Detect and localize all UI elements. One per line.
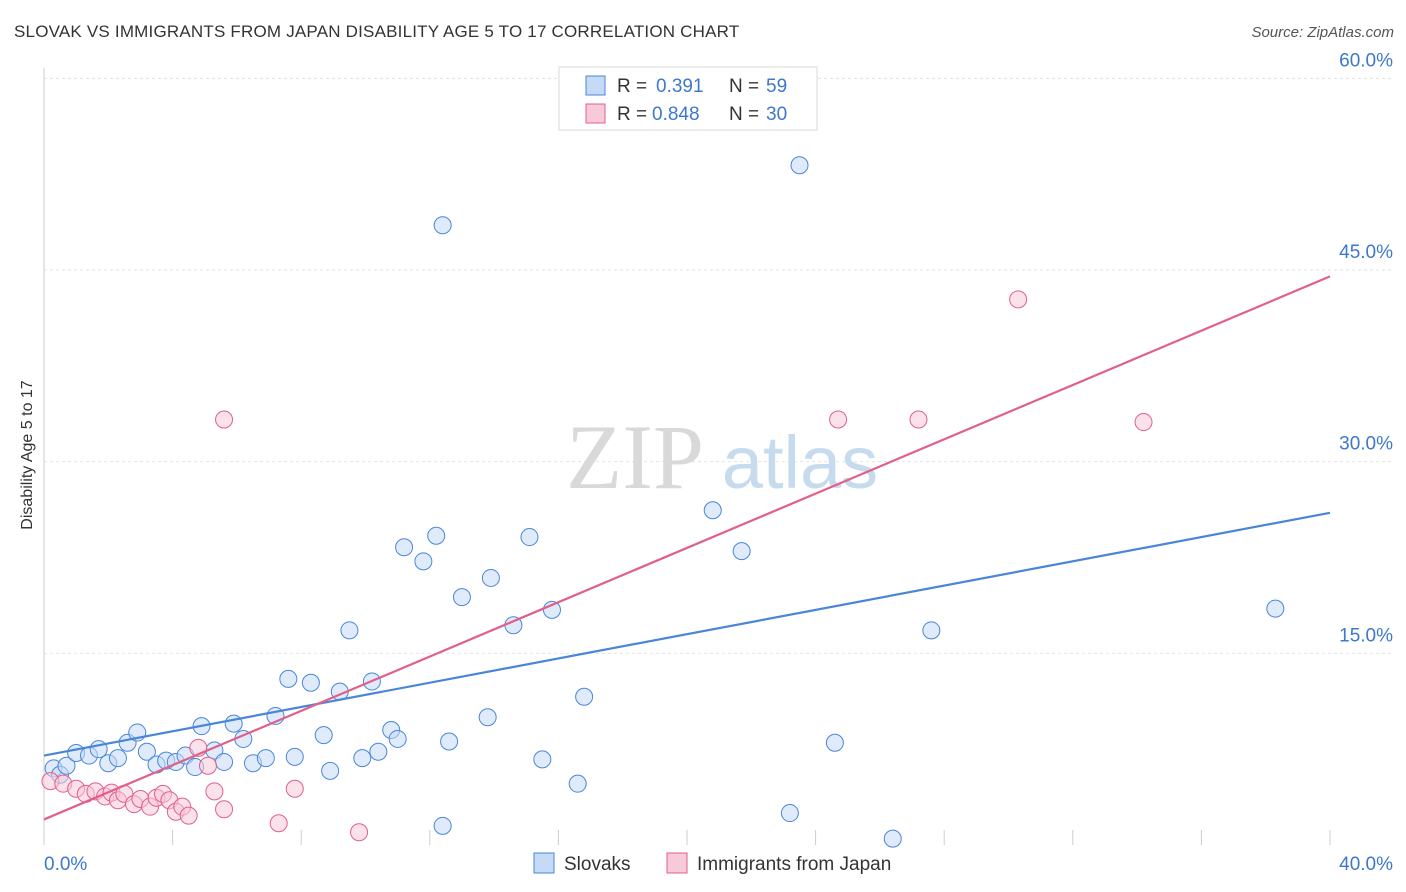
slovak-point [285, 747, 304, 766]
slovak-point [433, 216, 452, 235]
slovak-point [568, 774, 587, 793]
japan-point [350, 823, 369, 842]
watermark-atlas: atlas [722, 421, 878, 504]
slovak-point [922, 621, 941, 640]
japan-point [179, 806, 198, 825]
legend-r-label: R = [617, 76, 647, 97]
legend-n-value: 30 [766, 104, 787, 125]
data-points [41, 156, 1285, 848]
slovak-point [57, 756, 76, 775]
slovak-point [137, 742, 156, 761]
slovak-point [883, 829, 902, 848]
japan-point [269, 814, 288, 833]
x-tick-label: 0.0% [44, 854, 87, 875]
chart-title: SLOVAK VS IMMIGRANTS FROM JAPAN DISABILI… [14, 22, 740, 41]
x-tick-label: 40.0% [1339, 854, 1393, 875]
legend-item-japan: Immigrants from Japan [697, 854, 891, 875]
slovak-point [395, 538, 414, 557]
slovak-point [452, 588, 471, 607]
watermark-zip: ZIP [566, 406, 704, 508]
slovak-point [440, 732, 459, 751]
source-label: Source: ZipAtlas.com [1251, 24, 1394, 41]
japan-point [198, 756, 217, 775]
legend-swatch-slovaks [533, 852, 555, 874]
slovak-point [414, 552, 433, 571]
tick-labels: 15.0% 30.0% 45.0% 60.0% 0.0% 40.0% [44, 50, 1393, 875]
slovak-point [279, 669, 298, 688]
japan-trend-line [43, 275, 1331, 821]
legend-r-label: R = [617, 104, 647, 125]
slovak-point [533, 750, 552, 769]
trend-lines [43, 275, 1331, 821]
legend-swatch-slovaks [585, 75, 606, 96]
y-tick-label: 45.0% [1339, 242, 1393, 263]
legend-r-value: 0.391 [656, 76, 704, 97]
legend-swatch-japan [585, 103, 606, 124]
japan-point [215, 410, 234, 429]
slovak-point [780, 804, 799, 823]
grid [44, 77, 1392, 654]
y-tick-label: 60.0% [1339, 50, 1393, 71]
japan-point [285, 779, 304, 798]
slovak-point [1266, 599, 1285, 618]
japan-point [205, 782, 224, 801]
legend: R = 0.391 N = 59 R = 0.848 N = 30 [558, 66, 818, 131]
slovak-point [575, 687, 594, 706]
y-tick-label: 15.0% [1339, 625, 1393, 646]
slovak-point [256, 749, 275, 768]
slovak-point [703, 501, 722, 520]
slovak-trend-line [43, 511, 1331, 757]
y-tick-label: 30.0% [1339, 434, 1393, 455]
legend-n-label: N = [729, 76, 759, 97]
watermark: ZIP atlas [566, 406, 878, 508]
slovak-point [321, 761, 340, 780]
legend-n-label: N = [729, 104, 759, 125]
slovak-point [732, 542, 751, 561]
axes [43, 68, 1331, 845]
japan-point [1134, 413, 1153, 432]
slovak-point [340, 621, 359, 640]
slovak-point [369, 742, 388, 761]
slovak-point [825, 733, 844, 752]
japan-point [829, 410, 848, 429]
slovak-point [353, 749, 372, 768]
japan-point [909, 410, 928, 429]
legend-item-slovaks: Slovaks [564, 854, 631, 875]
slovak-point [388, 729, 407, 748]
slovak-point [427, 526, 446, 545]
slovak-point [481, 568, 500, 587]
slovak-point [301, 673, 320, 692]
slovak-point [520, 528, 539, 547]
legend-swatch-japan [666, 852, 688, 874]
slovak-point [790, 156, 809, 175]
japan-point [215, 800, 234, 819]
bottom-legend: Slovaks Immigrants from Japan [533, 852, 891, 875]
slovak-point [314, 726, 333, 745]
slovak-point [215, 752, 234, 771]
japan-point [1009, 290, 1028, 309]
legend-n-value: 59 [766, 76, 787, 97]
slovak-point [108, 749, 127, 768]
legend-r-value: 0.848 [652, 104, 700, 125]
slovak-point [478, 708, 497, 727]
slovak-point [433, 816, 452, 835]
